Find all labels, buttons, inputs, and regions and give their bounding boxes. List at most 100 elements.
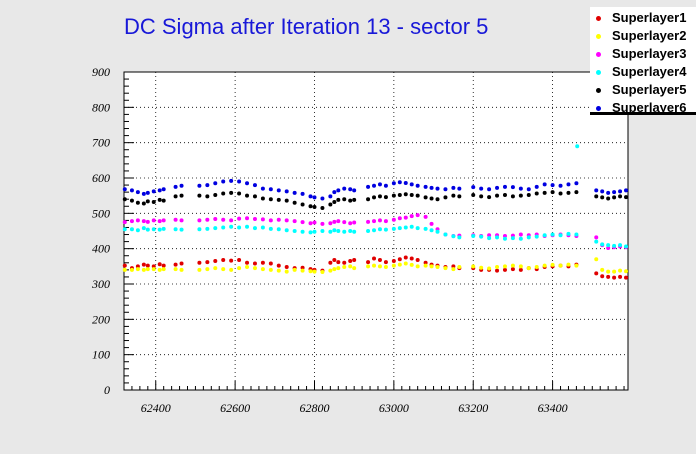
data-point bbox=[366, 184, 371, 189]
x-tick-label: 63400 bbox=[538, 401, 568, 415]
data-point bbox=[618, 243, 623, 248]
data-point bbox=[245, 181, 250, 186]
data-point bbox=[229, 224, 234, 229]
data-point bbox=[518, 236, 523, 241]
data-point bbox=[383, 195, 388, 200]
data-point bbox=[435, 186, 440, 191]
data-point bbox=[487, 187, 492, 192]
data-point bbox=[145, 263, 150, 268]
data-point bbox=[260, 217, 265, 222]
data-point bbox=[594, 271, 599, 276]
data-point bbox=[352, 197, 357, 202]
legend-marker bbox=[596, 106, 601, 111]
data-point bbox=[179, 193, 184, 198]
data-point bbox=[328, 202, 333, 207]
data-point bbox=[129, 267, 134, 272]
data-point bbox=[300, 229, 305, 234]
data-point bbox=[600, 242, 605, 247]
data-point bbox=[308, 269, 313, 274]
data-point bbox=[179, 227, 184, 232]
data-point bbox=[122, 187, 127, 192]
data-point bbox=[145, 227, 150, 232]
data-point bbox=[348, 259, 353, 264]
data-point bbox=[145, 219, 150, 224]
data-point bbox=[566, 182, 571, 187]
data-point bbox=[479, 186, 484, 191]
data-point bbox=[550, 262, 555, 267]
data-point bbox=[292, 267, 297, 272]
data-point bbox=[205, 226, 210, 231]
data-point bbox=[135, 264, 140, 269]
data-point bbox=[336, 266, 341, 271]
data-point bbox=[342, 220, 347, 225]
data-point bbox=[332, 190, 337, 195]
data-point bbox=[260, 196, 265, 201]
series-4 bbox=[122, 144, 629, 249]
data-point bbox=[173, 227, 178, 232]
data-point bbox=[213, 266, 218, 271]
data-point bbox=[451, 234, 456, 239]
data-point bbox=[141, 191, 146, 196]
data-point bbox=[618, 274, 623, 279]
y-tick-label: 600 bbox=[92, 171, 110, 185]
data-point bbox=[487, 233, 492, 238]
data-point bbox=[397, 226, 402, 231]
data-point bbox=[276, 197, 281, 202]
data-point bbox=[122, 220, 127, 225]
data-point bbox=[558, 183, 563, 188]
data-point bbox=[391, 263, 396, 268]
data-point bbox=[471, 192, 476, 197]
data-point bbox=[179, 267, 184, 272]
data-point bbox=[173, 267, 178, 272]
data-point bbox=[135, 218, 140, 223]
data-point bbox=[618, 268, 623, 273]
data-point bbox=[284, 269, 289, 274]
data-point bbox=[179, 261, 184, 266]
data-point bbox=[526, 266, 531, 271]
data-point bbox=[600, 189, 605, 194]
data-point bbox=[342, 260, 347, 265]
data-point bbox=[403, 261, 408, 266]
data-point bbox=[260, 260, 265, 265]
data-point bbox=[612, 195, 617, 200]
data-point bbox=[457, 194, 462, 199]
data-point bbox=[300, 265, 305, 270]
data-point bbox=[300, 220, 305, 225]
series-2 bbox=[122, 257, 629, 274]
data-point bbox=[260, 225, 265, 230]
y-tick-label: 400 bbox=[92, 242, 110, 256]
data-point bbox=[221, 267, 226, 272]
data-point bbox=[332, 219, 337, 224]
x-tick-label: 62400 bbox=[141, 401, 171, 415]
data-point bbox=[534, 191, 539, 196]
data-point bbox=[624, 188, 629, 193]
data-point bbox=[336, 197, 341, 202]
data-point bbox=[221, 179, 226, 184]
data-point bbox=[502, 192, 507, 197]
data-point bbox=[245, 216, 250, 221]
data-point bbox=[518, 267, 523, 272]
data-point bbox=[205, 183, 210, 188]
data-point bbox=[566, 190, 571, 195]
legend-marker bbox=[596, 16, 601, 21]
data-point bbox=[366, 197, 371, 202]
data-point bbox=[415, 257, 420, 262]
data-point bbox=[397, 262, 402, 267]
data-point bbox=[336, 219, 341, 224]
data-point bbox=[618, 189, 623, 194]
data-point bbox=[300, 268, 305, 273]
data-point bbox=[487, 195, 492, 200]
data-point bbox=[229, 258, 234, 263]
data-point bbox=[342, 229, 347, 234]
data-point bbox=[372, 183, 377, 188]
legend-marker bbox=[596, 70, 601, 75]
data-point bbox=[612, 269, 617, 274]
data-point bbox=[558, 263, 563, 268]
data-point bbox=[391, 217, 396, 222]
data-point bbox=[173, 217, 178, 222]
data-point bbox=[429, 185, 434, 190]
data-point bbox=[141, 226, 146, 231]
data-point bbox=[594, 188, 599, 193]
data-point bbox=[245, 224, 250, 229]
